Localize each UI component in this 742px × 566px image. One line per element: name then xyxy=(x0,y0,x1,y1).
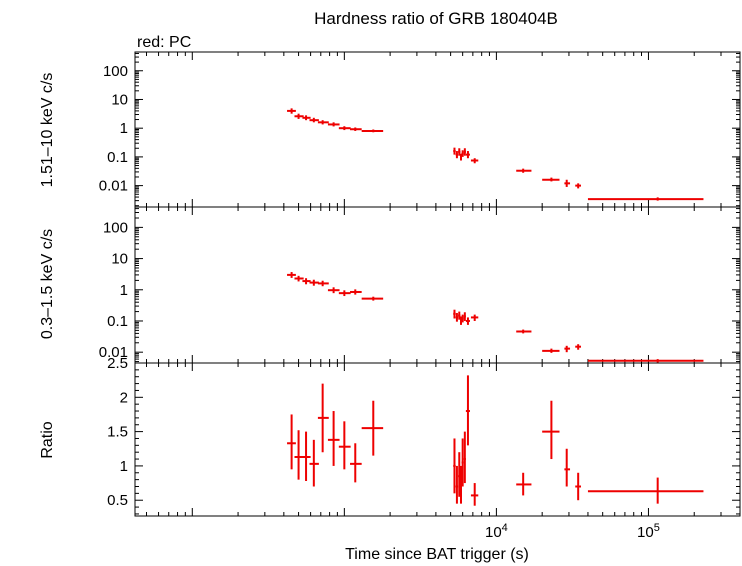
panel-hard-counts: 0.01 0.1 1 10 100 xyxy=(99,51,741,208)
y-tick-label: 1 xyxy=(120,120,128,137)
y-tick-label: 10 xyxy=(111,251,128,268)
y-tick-label: 0.1 xyxy=(107,149,128,166)
data-point xyxy=(516,472,532,496)
data-point xyxy=(317,383,329,453)
y-axis-label-soft: 0.3–1.5 keV c/s xyxy=(39,229,56,339)
x-tick-label: 104 xyxy=(485,522,508,541)
data-point xyxy=(294,430,304,480)
data-point xyxy=(455,151,459,159)
data-point xyxy=(587,359,704,363)
data-point xyxy=(459,316,462,325)
data-point xyxy=(309,279,319,286)
data-point xyxy=(587,477,704,504)
x-tick-labels: 1001000104105 xyxy=(485,522,660,541)
data-point xyxy=(459,153,462,161)
data-point xyxy=(327,122,340,127)
data-point xyxy=(458,311,461,320)
data-point xyxy=(327,287,340,294)
data-point xyxy=(327,411,340,466)
data-point xyxy=(455,465,459,504)
y-tick-label: 0.5 xyxy=(107,492,128,509)
data-point xyxy=(287,272,296,278)
data-point xyxy=(564,179,571,187)
data-point xyxy=(470,314,479,321)
data-point xyxy=(465,317,470,325)
data-point xyxy=(350,443,362,483)
data-point xyxy=(309,439,319,487)
data-point xyxy=(338,290,351,297)
y-tick-label: 0.01 xyxy=(99,344,128,361)
x-axis-label: Time since BAT trigger (s) xyxy=(345,546,529,563)
y-tick-label: 100 xyxy=(103,219,128,236)
y-tick-label: 100 xyxy=(103,63,128,80)
data-point xyxy=(294,275,304,282)
data-point xyxy=(361,296,384,301)
data-point xyxy=(564,345,571,353)
chart-subtitle: red: PC xyxy=(137,34,191,51)
y-tick-label: 0.01 xyxy=(99,178,128,195)
y-axis-label-hard: 1.51–10 keV c/s xyxy=(39,73,56,188)
y-tick-label: 10 xyxy=(111,91,128,108)
data-point xyxy=(317,280,329,287)
y-tick-label: 1.5 xyxy=(107,424,128,441)
data-point xyxy=(458,148,461,156)
data-point xyxy=(455,313,459,322)
data-point xyxy=(463,431,466,484)
data-point xyxy=(542,348,560,353)
data-point xyxy=(453,438,456,494)
y-tick-label: 1 xyxy=(120,458,128,475)
data-point xyxy=(461,150,464,157)
data-point xyxy=(463,312,466,321)
data-point xyxy=(361,129,384,133)
y-tick-label: 2 xyxy=(120,389,128,406)
plot-frame xyxy=(134,206,741,364)
data-point xyxy=(350,127,362,131)
data-point xyxy=(465,151,470,159)
data-point xyxy=(470,158,479,164)
data-point xyxy=(470,483,479,506)
data-point xyxy=(453,309,456,319)
data-point xyxy=(453,147,456,155)
data-point xyxy=(361,400,384,456)
x-tick-label: 105 xyxy=(637,522,660,541)
y-tick-label: 1 xyxy=(120,282,128,299)
data-point xyxy=(287,414,296,470)
data-point xyxy=(461,314,464,323)
data-point xyxy=(542,177,560,182)
y-axis-label-ratio: Ratio xyxy=(39,421,56,458)
data-point xyxy=(459,465,462,504)
panel-soft-counts: 0.01 0.1 1 10 100 xyxy=(99,206,741,364)
data-point xyxy=(587,197,704,201)
chart-title: Hardness ratio of GRB 180404B xyxy=(314,9,558,28)
data-point xyxy=(516,329,532,334)
data-point xyxy=(338,126,351,131)
data-point xyxy=(575,344,581,350)
data-point xyxy=(302,278,311,285)
y-tick-label: 2.5 xyxy=(107,355,128,372)
data-point xyxy=(542,400,560,460)
plot-frame xyxy=(134,362,741,517)
plot-frame xyxy=(134,51,741,208)
data-point xyxy=(465,375,470,446)
data-point xyxy=(350,289,362,295)
panel-ratio: 0.5 1 1.5 2 2.5 xyxy=(107,355,741,517)
data-point xyxy=(516,168,532,173)
data-point xyxy=(564,448,571,487)
data-point xyxy=(463,148,466,156)
data-point xyxy=(338,421,351,470)
y-tick-label: 0.1 xyxy=(107,313,128,330)
data-point xyxy=(294,113,304,119)
data-point xyxy=(309,117,319,123)
data-point xyxy=(575,472,581,501)
data-point xyxy=(575,183,581,189)
data-point xyxy=(302,115,311,121)
data-point xyxy=(461,438,464,487)
data-point xyxy=(302,431,311,482)
data-point xyxy=(317,120,329,125)
data-point xyxy=(287,108,296,114)
